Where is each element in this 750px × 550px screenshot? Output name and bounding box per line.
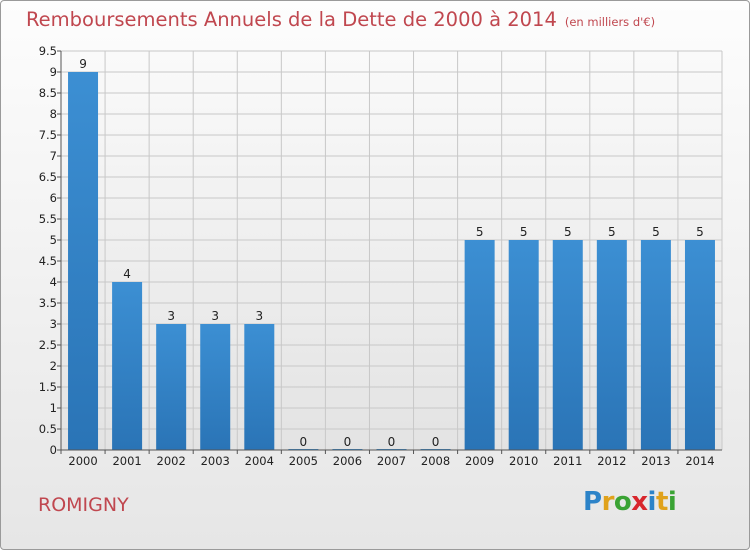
y-tick-label: 1 bbox=[50, 401, 57, 415]
bar bbox=[640, 240, 671, 450]
data-label: 4 bbox=[123, 267, 131, 281]
data-label: 3 bbox=[255, 309, 263, 323]
logo-letter: P bbox=[583, 487, 602, 517]
x-tick-label: 2009 bbox=[465, 454, 494, 468]
y-tick-label: 5 bbox=[50, 233, 57, 247]
y-tick-label: 7 bbox=[50, 149, 57, 163]
axes bbox=[57, 50, 722, 454]
logo-letter: t bbox=[655, 487, 668, 517]
proxiti-logo: Proxiti bbox=[583, 487, 677, 517]
bar bbox=[552, 240, 583, 450]
y-tick-label: 2.5 bbox=[39, 338, 57, 352]
x-tick-label: 2011 bbox=[553, 454, 582, 468]
x-tick-label: 2006 bbox=[333, 454, 362, 468]
data-label: 0 bbox=[344, 435, 352, 449]
x-tick-label: 2001 bbox=[112, 454, 141, 468]
y-tick-label: 0 bbox=[50, 443, 57, 457]
y-tick-label: 3 bbox=[50, 317, 57, 331]
y-tick-label: 6 bbox=[50, 191, 57, 205]
x-tick-label: 2004 bbox=[245, 454, 274, 468]
x-tick-label: 2002 bbox=[157, 454, 186, 468]
bar bbox=[244, 324, 275, 450]
y-tick-label: 4 bbox=[50, 275, 57, 289]
labels: 0 0.5 1 1.5 2 2.5 3 3.5 4 4.5 5 5.5 6 6.5 7 7.5 8 8.5 9 9.5… bbox=[39, 44, 715, 468]
data-label: 0 bbox=[388, 435, 396, 449]
logo-letter: i bbox=[667, 487, 677, 517]
x-tick-label: 2012 bbox=[597, 454, 626, 468]
data-label: 5 bbox=[564, 225, 572, 239]
y-tick-label: 7.5 bbox=[39, 128, 57, 142]
x-tick-label: 2010 bbox=[509, 454, 538, 468]
y-tick-label: 1.5 bbox=[39, 380, 57, 394]
y-tick-label: 8 bbox=[50, 107, 57, 121]
bar bbox=[200, 324, 231, 450]
bar bbox=[684, 240, 715, 450]
logo-letter: r bbox=[601, 487, 615, 517]
data-label: 5 bbox=[696, 225, 704, 239]
chart-title: Remboursements Annuels de la Dette de 20… bbox=[26, 8, 655, 31]
x-tick-label: 2000 bbox=[68, 454, 97, 468]
logo-letter: o bbox=[613, 487, 632, 517]
x-tick-label: 2007 bbox=[377, 454, 406, 468]
commune-name: ROMIGNY bbox=[38, 494, 129, 516]
bar bbox=[464, 240, 495, 450]
title-text: Remboursements Annuels de la Dette de 20… bbox=[26, 8, 557, 31]
bars bbox=[68, 72, 715, 450]
x-tick-label: 2005 bbox=[289, 454, 318, 468]
data-label: 5 bbox=[652, 225, 660, 239]
bar bbox=[112, 282, 143, 450]
y-tick-label: 4.5 bbox=[39, 254, 57, 268]
x-tick-label: 2013 bbox=[641, 454, 670, 468]
y-tick-label: 9.5 bbox=[39, 44, 57, 58]
bar bbox=[156, 324, 187, 450]
bar bbox=[68, 72, 99, 450]
y-tick-label: 5.5 bbox=[39, 212, 57, 226]
data-label: 0 bbox=[300, 435, 308, 449]
data-label: 5 bbox=[520, 225, 528, 239]
bar bbox=[596, 240, 627, 450]
data-label: 0 bbox=[432, 435, 440, 449]
data-label: 3 bbox=[211, 309, 219, 323]
y-tick-label: 8.5 bbox=[39, 86, 57, 100]
logo-letter: i bbox=[647, 487, 657, 517]
chart-subtitle: (en milliers d'€) bbox=[564, 15, 656, 29]
data-label: 5 bbox=[608, 225, 616, 239]
y-tick-label: 0.5 bbox=[39, 422, 57, 436]
data-label: 5 bbox=[476, 225, 484, 239]
x-tick-label: 2003 bbox=[201, 454, 230, 468]
bar bbox=[508, 240, 539, 450]
y-tick-label: 9 bbox=[50, 65, 57, 79]
y-tick-label: 2 bbox=[50, 359, 57, 373]
x-tick-label: 2008 bbox=[421, 454, 450, 468]
y-tick-label: 6.5 bbox=[39, 170, 57, 184]
data-label: 9 bbox=[79, 57, 87, 71]
y-tick-label: 3.5 bbox=[39, 296, 57, 310]
data-label: 3 bbox=[167, 309, 175, 323]
x-tick-label: 2014 bbox=[685, 454, 714, 468]
logo-letter: x bbox=[631, 487, 648, 517]
